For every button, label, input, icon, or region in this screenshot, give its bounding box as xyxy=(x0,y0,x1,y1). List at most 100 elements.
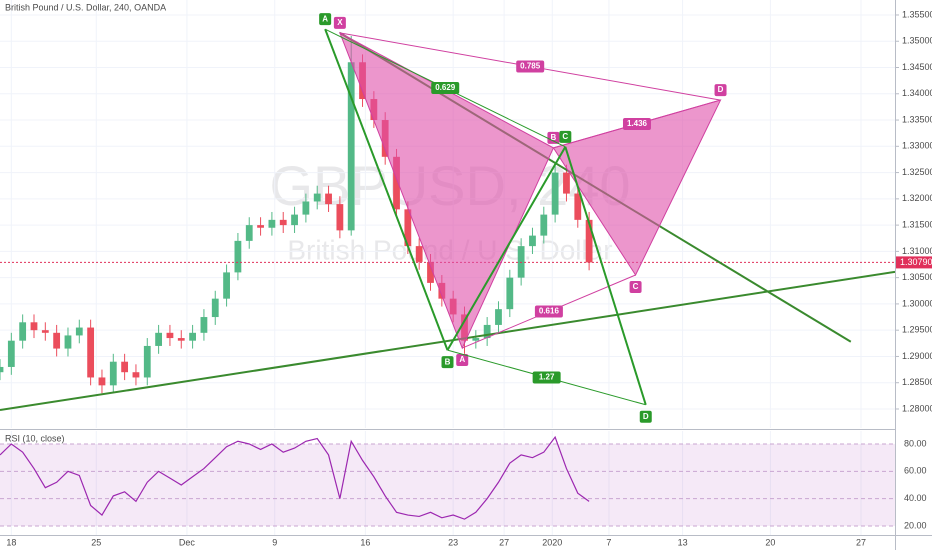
candle-body xyxy=(189,332,196,341)
candle-body xyxy=(30,322,38,331)
pattern-point-box xyxy=(629,281,642,294)
x-tick-label: 27 xyxy=(856,537,866,547)
candle-body xyxy=(302,201,310,215)
candle-body xyxy=(347,62,355,231)
y-tick-label: 1.35500 xyxy=(902,9,932,19)
pattern-point-label: D xyxy=(718,85,724,94)
candle-body xyxy=(87,327,95,378)
candle-body xyxy=(393,156,400,210)
y-tick-label: 1.31000 xyxy=(902,246,932,256)
pattern-point-box xyxy=(441,356,454,369)
ratio-label: 0.616 xyxy=(539,307,560,316)
y-tick-label: 1.28500 xyxy=(902,377,932,387)
pattern-point-label: B xyxy=(445,357,451,366)
candle-body xyxy=(41,330,49,333)
x-tick-label: 7 xyxy=(606,537,611,547)
candle-body xyxy=(132,372,140,378)
candle-body xyxy=(495,309,502,325)
ratio-box xyxy=(534,305,563,318)
candle-body xyxy=(415,246,423,262)
candle-body xyxy=(211,298,219,318)
ratio-box xyxy=(516,60,545,73)
y-tick-label: 1.30000 xyxy=(902,298,932,308)
candle-body xyxy=(268,219,276,228)
pattern-point-label: C xyxy=(562,132,568,141)
y-tick-label: 1.30500 xyxy=(902,272,932,282)
rsi-line xyxy=(0,435,590,520)
candle-body xyxy=(75,327,83,336)
y-tick-label: 1.34500 xyxy=(902,62,932,72)
x-tick-label: 9 xyxy=(272,537,277,547)
candle-body xyxy=(574,193,582,220)
candle-body xyxy=(155,332,163,346)
candle-body xyxy=(223,272,230,299)
ratio-label: 1.27 xyxy=(539,373,555,382)
pattern-point-box xyxy=(639,410,652,423)
y-tick-label: 1.31500 xyxy=(902,219,932,229)
pattern-point-box xyxy=(333,16,346,29)
x-tick-label: 18 xyxy=(6,537,16,547)
y-tick-label: 40.00 xyxy=(904,493,927,503)
ratio-label: 0.785 xyxy=(520,62,541,71)
pattern-point-label: C xyxy=(633,282,639,291)
candle-body xyxy=(483,324,491,339)
pattern-leg xyxy=(324,28,449,351)
y-tick-label: 80.00 xyxy=(904,438,927,448)
y-tick-label: 1.32000 xyxy=(902,193,932,203)
last-price-label: 1.30790 xyxy=(900,257,932,267)
ratio-label: 1.436 xyxy=(627,119,648,128)
candle-body xyxy=(166,332,174,339)
y-tick-label: 1.33000 xyxy=(902,141,932,151)
candle-body xyxy=(177,338,185,341)
candle-body xyxy=(404,209,412,247)
pattern-point-label: X xyxy=(337,18,343,27)
candle-body xyxy=(291,214,298,226)
candle-body xyxy=(563,172,570,194)
x-tick-label: 23 xyxy=(448,537,458,547)
rsi-title: RSI (10, close) xyxy=(5,433,65,443)
y-tick-label: 1.29000 xyxy=(902,351,932,361)
candle-body xyxy=(506,277,514,310)
x-tick-label: 27 xyxy=(499,537,509,547)
pattern-point-label: D xyxy=(643,412,649,421)
candle-body xyxy=(109,361,117,386)
pattern-point-box xyxy=(547,131,560,144)
candle-body xyxy=(279,219,287,226)
candle-body xyxy=(121,361,129,373)
ratio-box xyxy=(622,117,651,130)
x-tick-label: 20 xyxy=(765,537,775,547)
candle-body xyxy=(585,219,593,263)
candle-body xyxy=(336,204,344,231)
candle-body xyxy=(551,172,559,215)
y-tick-label: 1.33500 xyxy=(902,114,932,124)
ratio-box xyxy=(431,81,460,94)
y-tick-label: 1.32500 xyxy=(902,167,932,177)
candle-body xyxy=(245,225,253,241)
y-tick-label: 1.35000 xyxy=(902,36,932,46)
candle-body xyxy=(540,214,548,236)
x-tick-label: 16 xyxy=(360,537,370,547)
pattern-point-box xyxy=(559,130,572,143)
candle-body xyxy=(64,335,72,349)
y-tick-label: 20.00 xyxy=(904,520,927,530)
candle-body xyxy=(143,345,151,378)
x-tick-label: 2020 xyxy=(542,537,562,547)
candle-body xyxy=(427,261,434,283)
trend-line xyxy=(0,270,896,412)
candle-body xyxy=(517,246,525,278)
candle-body xyxy=(325,193,332,205)
pattern-leg xyxy=(446,146,567,351)
y-tick-label: 1.29500 xyxy=(902,325,932,335)
x-tick-label: Dec xyxy=(179,537,196,547)
candle-body xyxy=(200,317,208,333)
candle-body xyxy=(53,332,61,349)
ratio-label: 0.629 xyxy=(435,83,456,92)
y-tick-label: 1.34000 xyxy=(902,88,932,98)
ratio-box xyxy=(532,371,561,384)
pattern-leg xyxy=(564,146,647,406)
pattern-point-box xyxy=(319,13,332,26)
candle-body xyxy=(472,338,480,341)
candle-body xyxy=(529,235,536,247)
y-tick-label: 60.00 xyxy=(904,466,927,476)
